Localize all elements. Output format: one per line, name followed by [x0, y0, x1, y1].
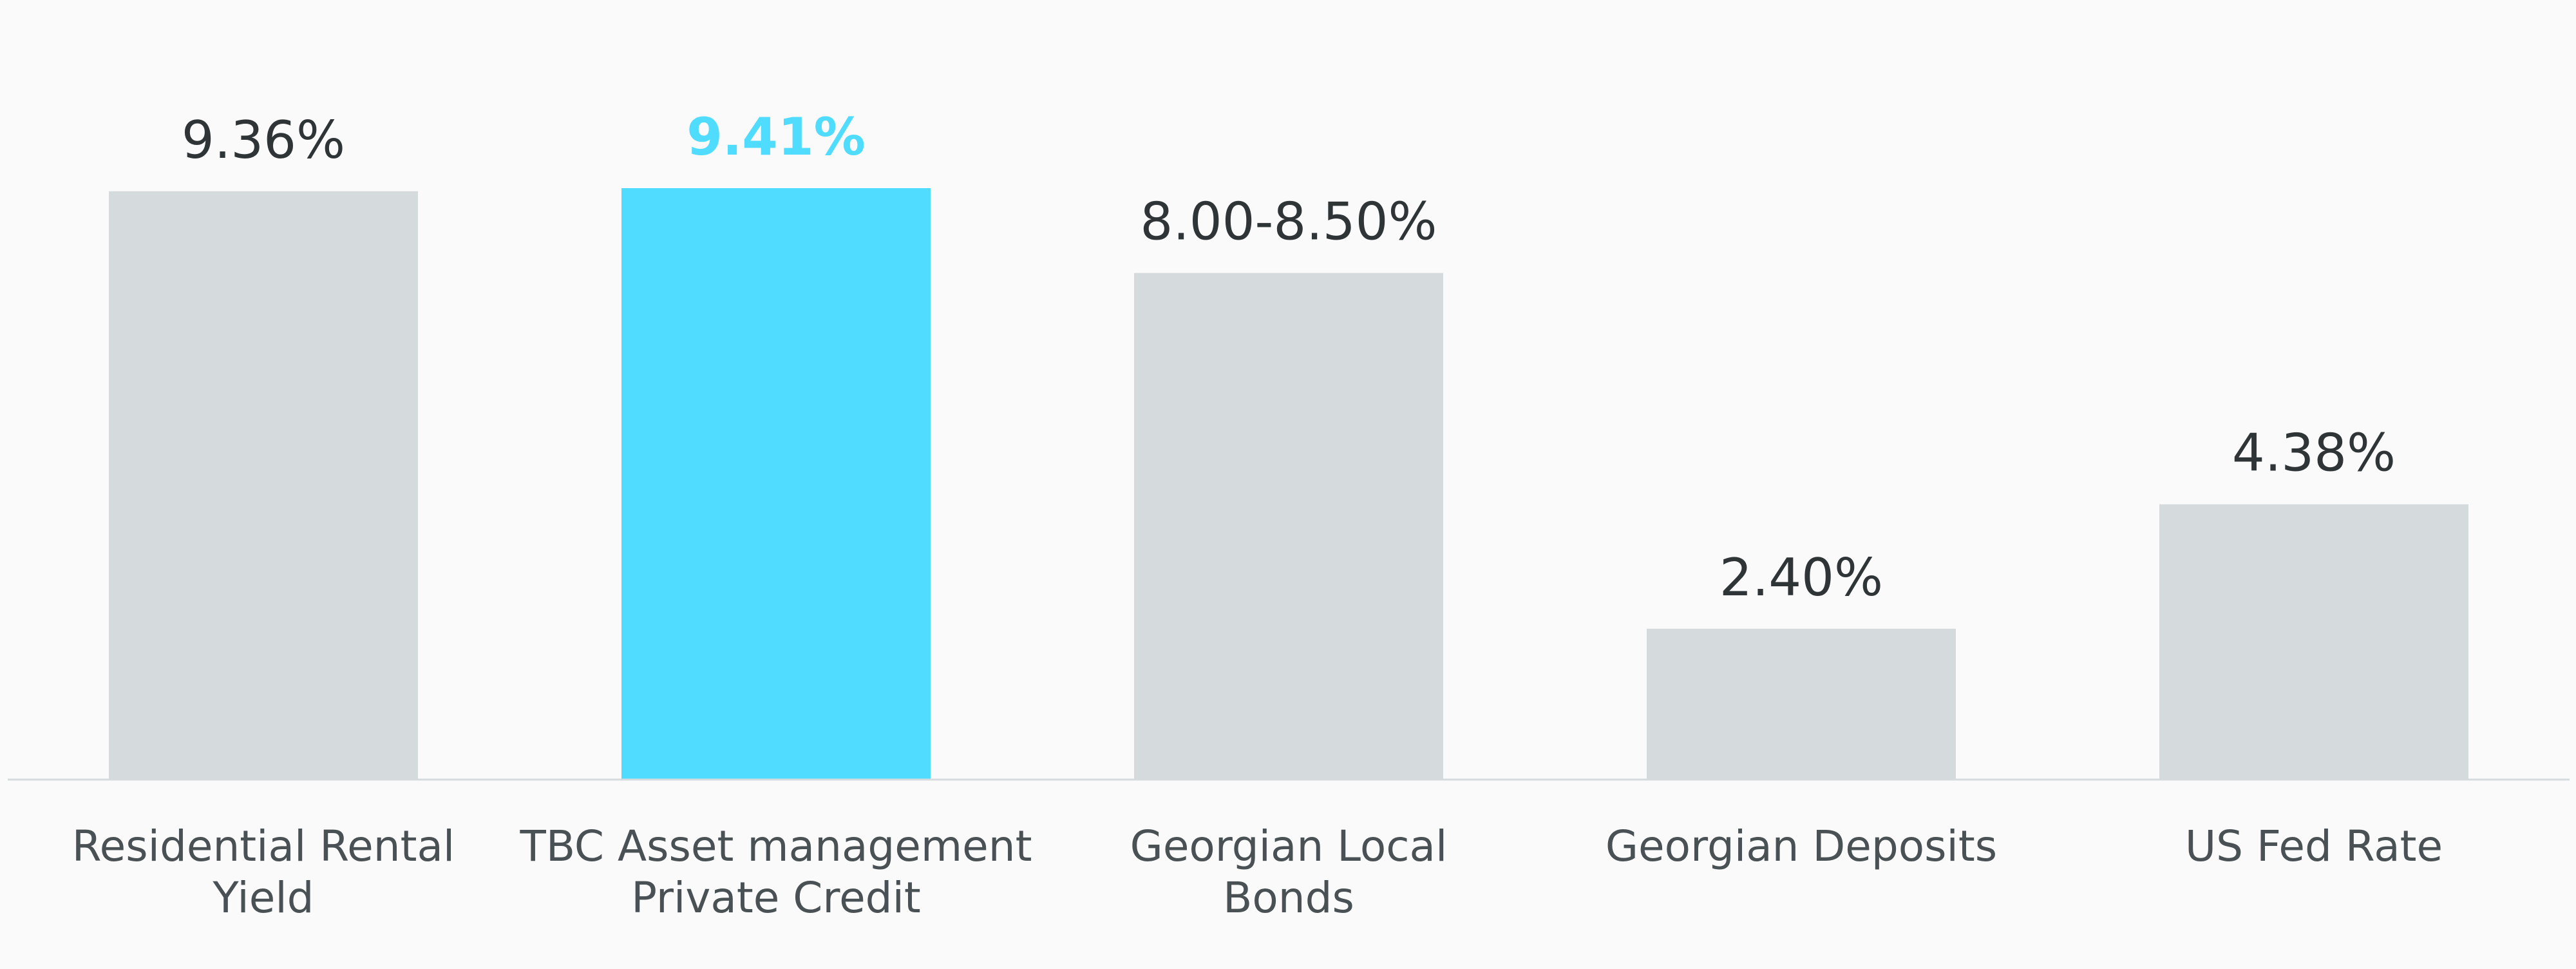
category-label-line: TBC Asset management [520, 821, 1032, 871]
bar-value-label: 9.36% [182, 110, 345, 170]
bars-layer [109, 188, 2468, 780]
bar [109, 191, 418, 780]
bar-value-label: 9.41% [687, 107, 866, 167]
bar-value-label: 8.00-8.50% [1140, 192, 1437, 252]
category-label: Georgian Local Bonds [1130, 821, 1448, 923]
category-label-line: Residential Rental [72, 821, 455, 871]
bar-value-label: 2.40% [1719, 548, 1883, 608]
category-labels-layer: Residential Rental Yield TBC Asset managem… [72, 821, 2443, 923]
category-label-line: Yield [212, 873, 314, 923]
value-labels-layer: 9.36% 9.41% 8.00-8.50% 2.40% 4.38% [182, 107, 2396, 608]
category-label: TBC Asset management Private Credit [520, 821, 1032, 923]
category-label-line: Georgian Local [1130, 821, 1448, 871]
category-label-line: Georgian Deposits [1605, 821, 1997, 871]
category-label-line: US Fed Rate [2185, 821, 2443, 871]
category-label-line: Bonds [1223, 873, 1354, 923]
bar [2159, 504, 2468, 780]
category-label: US Fed Rate [2185, 821, 2443, 871]
bar-highlight [621, 188, 931, 780]
bar [1647, 628, 1956, 780]
category-label-line: Private Credit [631, 873, 921, 923]
bar-value-label: 4.38% [2232, 423, 2396, 483]
bar [1134, 273, 1443, 780]
category-label: Residential Rental Yield [72, 821, 455, 923]
category-label: Georgian Deposits [1605, 821, 1997, 871]
